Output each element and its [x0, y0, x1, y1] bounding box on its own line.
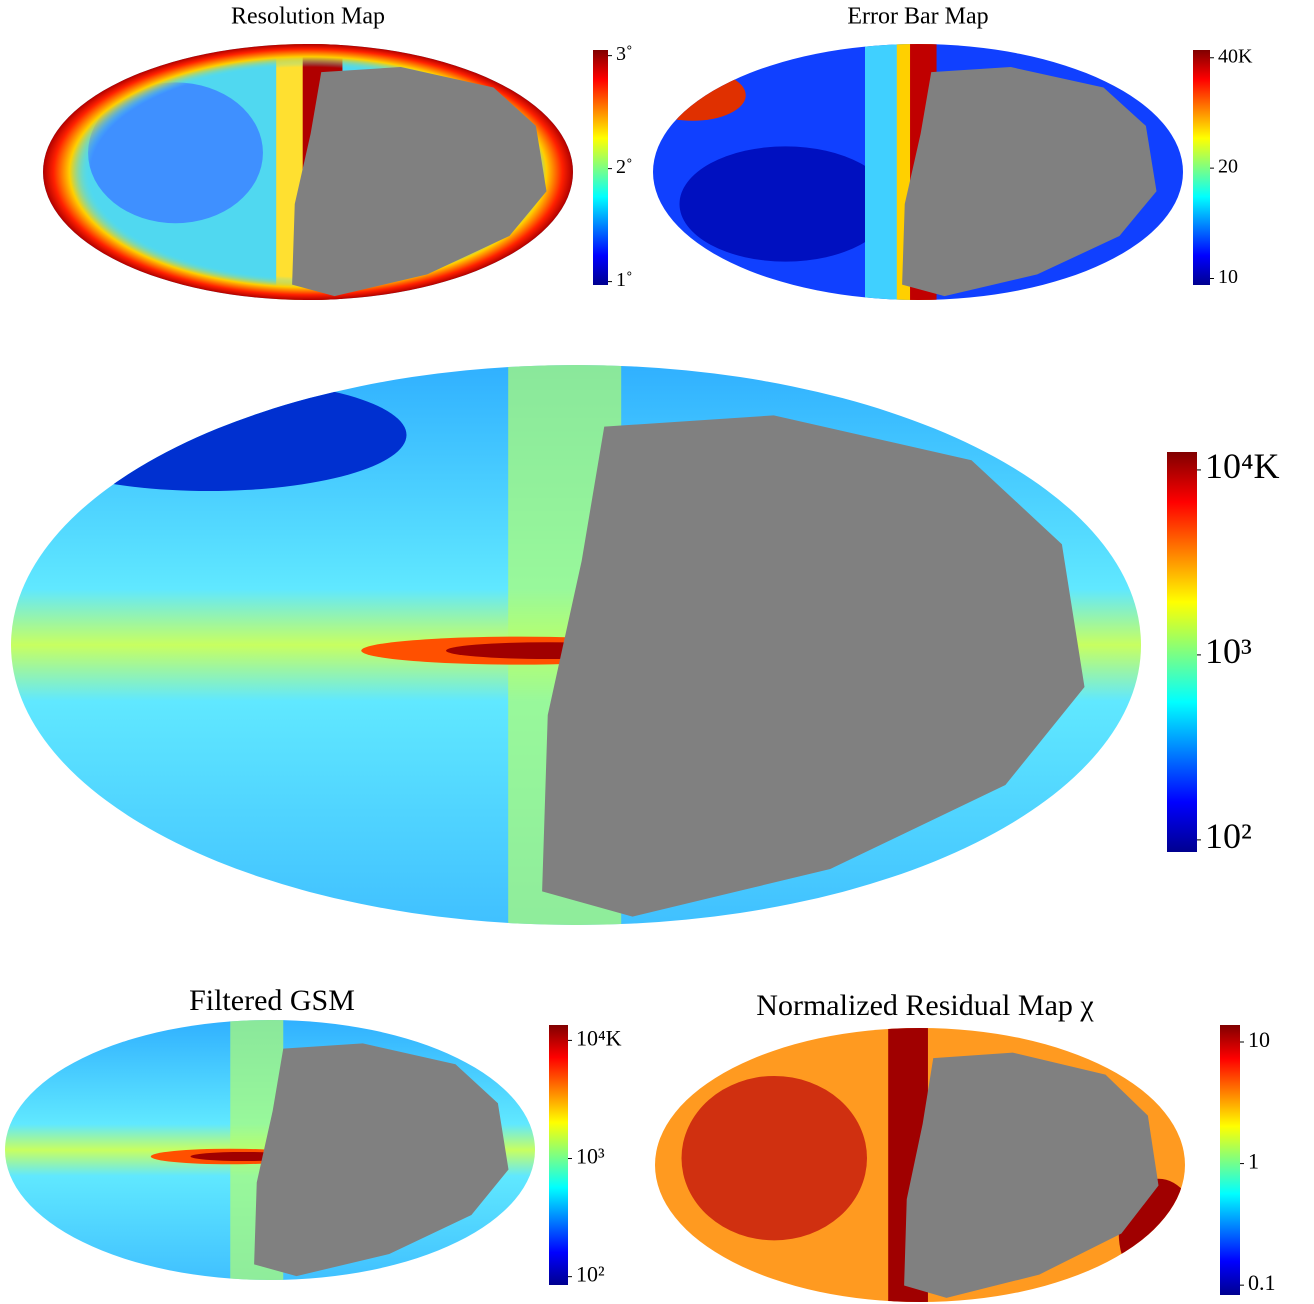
colorbar-tick-label: 2˚: [616, 156, 633, 178]
colorbar-tick-label: 10⁴K: [1205, 446, 1280, 486]
colorbar-tick-label: 40K: [1218, 45, 1253, 67]
colorbar-tick-label: 1: [1248, 1149, 1259, 1174]
colorbar-tick-label: 10²: [1205, 816, 1252, 856]
sky-map: [640, 44, 1183, 300]
colorbar-tick-label: 10⁴K: [576, 1025, 622, 1050]
colorbar: [1193, 50, 1210, 285]
colorbar-tick-label: 10: [1218, 266, 1238, 288]
sky-map: [655, 1028, 1198, 1302]
colorbar-tick-label: 20: [1218, 156, 1238, 178]
panel-title: Filtered GSM: [189, 984, 355, 1017]
panel-title: Resolution Map: [231, 4, 385, 30]
colorbar-tick-label: 10: [1248, 1027, 1270, 1052]
colorbar-tick-label: 10³: [1205, 631, 1252, 671]
colorbar: [549, 1025, 568, 1285]
sky-map: [11, 365, 1141, 925]
panel-title: Normalized Residual Map χ: [756, 989, 1094, 1022]
panel-title: Error Bar Map: [847, 4, 988, 30]
colorbar: [1220, 1025, 1240, 1295]
colorbar-tick-label: 10²: [576, 1262, 605, 1287]
colorbar: [1167, 452, 1197, 852]
figure: Resolution Map 1˚ 2˚ 3˚ Error Bar Map 10 20 40K…: [0, 0, 1314, 1304]
colorbar: [593, 50, 608, 285]
colorbar-tick-label: 10³: [576, 1144, 605, 1169]
sky-map: [5, 1020, 535, 1280]
colorbar-tick-label: 0.1: [1248, 1270, 1276, 1295]
sky-map: [43, 44, 573, 300]
colorbar-tick-label: 1˚: [616, 269, 633, 291]
colorbar-tick-label: 3˚: [616, 43, 633, 65]
